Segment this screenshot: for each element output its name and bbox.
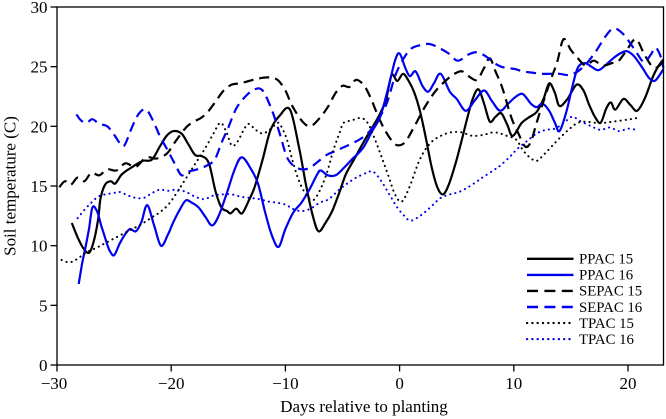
svg-text:Days relative to planting: Days relative to planting bbox=[280, 397, 448, 416]
svg-text:0: 0 bbox=[39, 356, 48, 375]
svg-text:TPAC 15: TPAC 15 bbox=[579, 316, 634, 332]
svg-text:SEPAC 15: SEPAC 15 bbox=[579, 284, 642, 300]
svg-text:−20: −20 bbox=[158, 374, 185, 393]
svg-text:30: 30 bbox=[31, 0, 48, 17]
svg-text:25: 25 bbox=[31, 58, 48, 77]
svg-text:−10: −10 bbox=[272, 374, 299, 393]
svg-text:5: 5 bbox=[39, 296, 48, 315]
svg-text:−30: −30 bbox=[41, 374, 68, 393]
svg-text:Soil temperature (C): Soil temperature (C) bbox=[1, 116, 20, 256]
svg-text:20: 20 bbox=[620, 374, 637, 393]
svg-text:10: 10 bbox=[505, 374, 522, 393]
svg-text:TPAC 16: TPAC 16 bbox=[579, 332, 634, 348]
svg-text:PPAC 15: PPAC 15 bbox=[579, 252, 633, 268]
svg-text:15: 15 bbox=[31, 177, 48, 196]
svg-text:PPAC 16: PPAC 16 bbox=[579, 268, 633, 284]
svg-text:20: 20 bbox=[31, 117, 48, 136]
svg-text:SEPAC 16: SEPAC 16 bbox=[579, 300, 642, 316]
svg-text:10: 10 bbox=[31, 237, 48, 256]
svg-text:0: 0 bbox=[395, 374, 404, 393]
